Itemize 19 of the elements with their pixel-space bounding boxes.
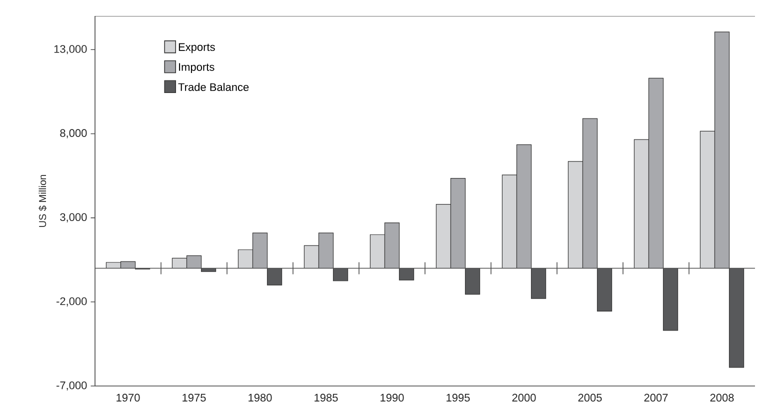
legend-label: Trade Balance bbox=[178, 82, 249, 91]
legend-label: Exports bbox=[178, 43, 215, 54]
y-axis-title: US $ Million bbox=[38, 174, 47, 227]
y-tick-label: -7,000 bbox=[56, 381, 87, 391]
x-tick-label: 2005 bbox=[578, 394, 602, 402]
x-tick-label: 1980 bbox=[248, 394, 272, 402]
x-tick-label: 1970 bbox=[116, 394, 140, 402]
x-tick-label: 2008 bbox=[710, 394, 734, 402]
x-tick-label: 1985 bbox=[314, 394, 338, 402]
y-tick-label: -2,000 bbox=[56, 297, 87, 306]
x-tick-label: 1990 bbox=[380, 394, 404, 402]
y-tick-label: 8,000 bbox=[60, 129, 87, 138]
x-tick-label: 2000 bbox=[512, 394, 536, 402]
x-tick-label: 1995 bbox=[446, 394, 470, 402]
y-tick-label: 13,000 bbox=[54, 45, 87, 54]
x-tick-label: 1975 bbox=[182, 394, 206, 402]
x-tick-label: 2007 bbox=[644, 394, 668, 402]
y-tick-label: 3,000 bbox=[60, 213, 87, 222]
legend-label: Imports bbox=[179, 63, 214, 74]
